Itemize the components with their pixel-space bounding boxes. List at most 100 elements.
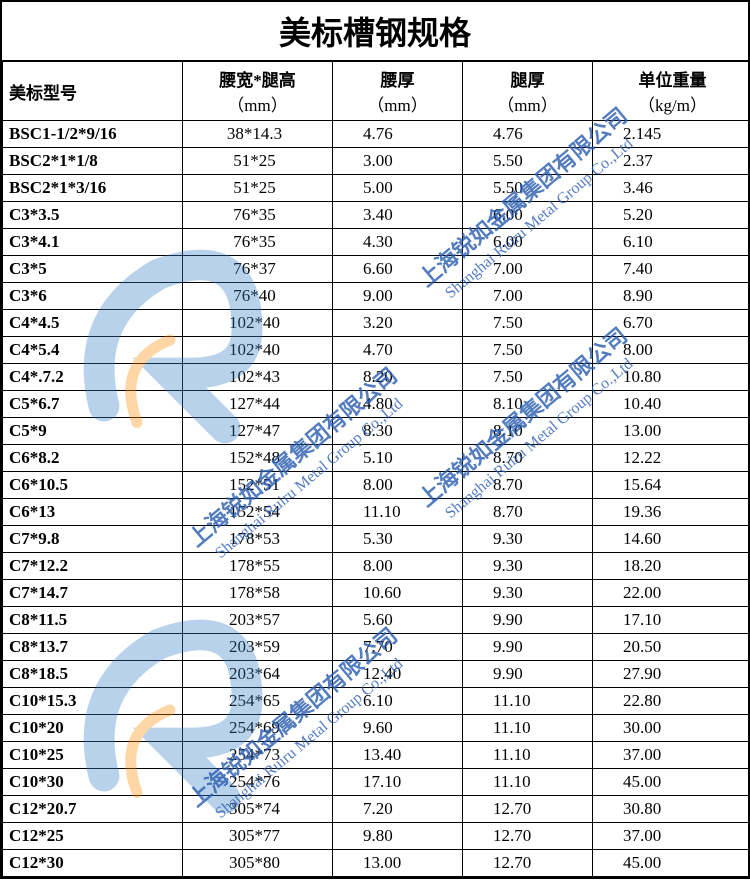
table-row: C6*8.2152*485.108.7012.22	[3, 445, 750, 472]
table-cell: 2.37	[593, 148, 750, 175]
table-cell: 178*55	[183, 553, 333, 580]
table-cell: 17.10	[593, 607, 750, 634]
table-cell: 5.20	[593, 202, 750, 229]
table-cell: C12*30	[3, 850, 183, 877]
table-row: C3*4.176*354.306.006.10	[3, 229, 750, 256]
table-cell: 6.10	[593, 229, 750, 256]
table-cell: 3.00	[333, 148, 463, 175]
table-cell: C3*5	[3, 256, 183, 283]
table-cell: 45.00	[593, 850, 750, 877]
table-cell: 254*76	[183, 769, 333, 796]
table-cell: 305*77	[183, 823, 333, 850]
table-cell: 102*43	[183, 364, 333, 391]
table-row: C12*30305*8013.0012.7045.00	[3, 850, 750, 877]
table-cell: 6.00	[463, 229, 593, 256]
table-row: C3*576*376.607.007.40	[3, 256, 750, 283]
table-cell: 4.76	[333, 121, 463, 148]
table-cell: 8.70	[463, 472, 593, 499]
table-cell: 305*74	[183, 796, 333, 823]
table-row: C7*14.7178*5810.609.3022.00	[3, 580, 750, 607]
table-cell: 127*47	[183, 418, 333, 445]
table-cell: 9.90	[463, 661, 593, 688]
table-cell: C3*6	[3, 283, 183, 310]
table-cell: 7.00	[463, 283, 593, 310]
table-cell: BSC2*1*1/8	[3, 148, 183, 175]
table-cell: 7.50	[463, 364, 593, 391]
table-cell: C8*11.5	[3, 607, 183, 634]
table-row: C12*20.7305*747.2012.7030.80	[3, 796, 750, 823]
table-row: C12*25305*779.8012.7037.00	[3, 823, 750, 850]
table-row: C3*676*409.007.008.90	[3, 283, 750, 310]
table-cell: C5*9	[3, 418, 183, 445]
table-title: 美标槽钢规格	[2, 2, 748, 61]
table-row: BSC1-1/2*9/1638*14.34.764.762.145	[3, 121, 750, 148]
table-cell: 18.20	[593, 553, 750, 580]
table-cell: 5.00	[333, 175, 463, 202]
table-cell: 152*51	[183, 472, 333, 499]
table-row: C10*30254*7617.1011.1045.00	[3, 769, 750, 796]
table-cell: 9.60	[333, 715, 463, 742]
table-cell: 12.40	[333, 661, 463, 688]
table-cell: C10*20	[3, 715, 183, 742]
table-cell: 6.60	[333, 256, 463, 283]
table-cell: C3*4.1	[3, 229, 183, 256]
table-cell: 12.22	[593, 445, 750, 472]
table-row: C6*10.5152*518.008.7015.64	[3, 472, 750, 499]
table-cell: 8.10	[463, 391, 593, 418]
table-cell: 178*53	[183, 526, 333, 553]
table-cell: 9.90	[463, 607, 593, 634]
column-header: 美标型号	[3, 62, 183, 121]
table-cell: 14.60	[593, 526, 750, 553]
table-cell: 254*65	[183, 688, 333, 715]
table-cell: 5.10	[333, 445, 463, 472]
table-cell: C10*30	[3, 769, 183, 796]
table-cell: 13.00	[593, 418, 750, 445]
table-cell: 5.50	[463, 148, 593, 175]
table-cell: 7.70	[333, 634, 463, 661]
table-cell: 10.80	[593, 364, 750, 391]
table-cell: 10.60	[333, 580, 463, 607]
table-cell: 8.00	[333, 553, 463, 580]
table-cell: 5.30	[333, 526, 463, 553]
table-cell: C6*13	[3, 499, 183, 526]
table-cell: 127*44	[183, 391, 333, 418]
table-row: C3*3.576*353.406.005.20	[3, 202, 750, 229]
table-cell: 13.00	[333, 850, 463, 877]
table-cell: C6*10.5	[3, 472, 183, 499]
table-cell: 203*59	[183, 634, 333, 661]
table-cell: 7.20	[333, 796, 463, 823]
table-row: C4*.7.2102*438.207.5010.80	[3, 364, 750, 391]
spec-table: 美标型号腰宽*腿高（mm）腰厚（mm）腿厚（mm）单位重量（kg/m） BSC1…	[2, 61, 750, 877]
table-cell: C7*14.7	[3, 580, 183, 607]
table-cell: 9.30	[463, 553, 593, 580]
table-row: C8*11.5203*575.609.9017.10	[3, 607, 750, 634]
table-cell: 30.80	[593, 796, 750, 823]
table-cell: 17.10	[333, 769, 463, 796]
table-cell: 11.10	[463, 688, 593, 715]
table-cell: 203*64	[183, 661, 333, 688]
table-cell: C8*13.7	[3, 634, 183, 661]
table-cell: 76*37	[183, 256, 333, 283]
table-cell: 178*58	[183, 580, 333, 607]
table-cell: 6.70	[593, 310, 750, 337]
table-cell: 7.00	[463, 256, 593, 283]
table-cell: 8.30	[333, 418, 463, 445]
table-cell: 6.00	[463, 202, 593, 229]
spec-table-container: 美标槽钢规格 美标型号腰宽*腿高（mm）腰厚（mm）腿厚（mm）单位重量（kg/…	[0, 0, 750, 879]
table-cell: C4*4.5	[3, 310, 183, 337]
table-cell: 102*40	[183, 310, 333, 337]
table-cell: C6*8.2	[3, 445, 183, 472]
table-cell: 11.10	[463, 742, 593, 769]
table-cell: 9.00	[333, 283, 463, 310]
table-cell: 76*35	[183, 202, 333, 229]
table-cell: 11.10	[333, 499, 463, 526]
table-cell: 4.76	[463, 121, 593, 148]
table-row: BSC2*1*3/1651*255.005.503.46	[3, 175, 750, 202]
table-cell: 8.70	[463, 445, 593, 472]
table-cell: 9.30	[463, 580, 593, 607]
table-cell: 4.70	[333, 337, 463, 364]
table-cell: 7.50	[463, 337, 593, 364]
table-cell: 11.10	[463, 769, 593, 796]
table-cell: 254*73	[183, 742, 333, 769]
table-cell: 10.40	[593, 391, 750, 418]
